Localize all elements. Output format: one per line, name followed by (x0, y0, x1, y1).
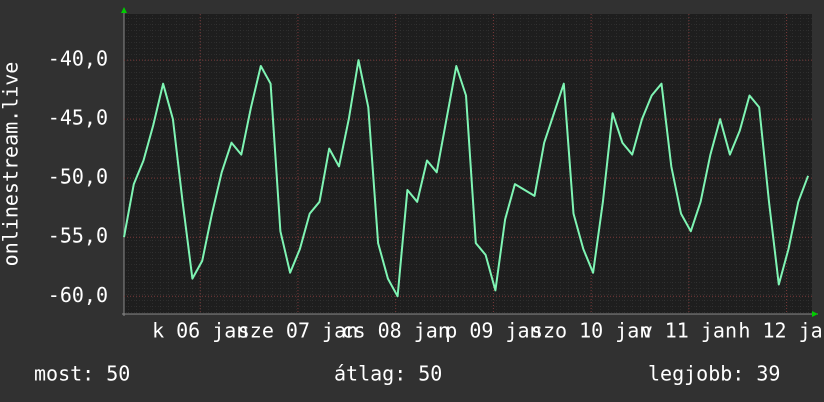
series-line (123, 59, 810, 298)
x-tick-label: cs 08 jan (341, 319, 449, 343)
x-axis-arrow (812, 311, 818, 317)
stat-label: átlag: (334, 362, 406, 386)
x-tick-label: k 06 jan (152, 319, 248, 343)
y-tick-label: -60,0 (48, 283, 108, 307)
y-axis-arrow (121, 7, 127, 13)
stat-value: 50 (418, 362, 442, 386)
stats: most: 50 átlag: 50 legjobb: 39 (34, 362, 780, 386)
stat-value: 39 (756, 362, 780, 386)
x-tick-label: szo 10 jan (531, 319, 651, 343)
stat-value: 50 (106, 362, 130, 386)
y-tick-label: -40,0 (48, 47, 108, 71)
y-tick-label: -45,0 (48, 106, 108, 130)
stat-label: legjobb: (648, 362, 744, 386)
y-tick-label: -50,0 (48, 165, 108, 189)
x-tick-label: sze 07 jan (238, 319, 358, 343)
x-tick-label: p 09 jan (445, 319, 541, 343)
x-tick-label: v 11 jan (641, 319, 737, 343)
y-tick-label: -55,0 (48, 224, 108, 248)
y-axis-title: onlinestream.live (0, 62, 23, 267)
x-tick-label: h 12 jan (738, 319, 824, 343)
stat-label: most: (34, 362, 94, 386)
plot-area (124, 14, 812, 314)
